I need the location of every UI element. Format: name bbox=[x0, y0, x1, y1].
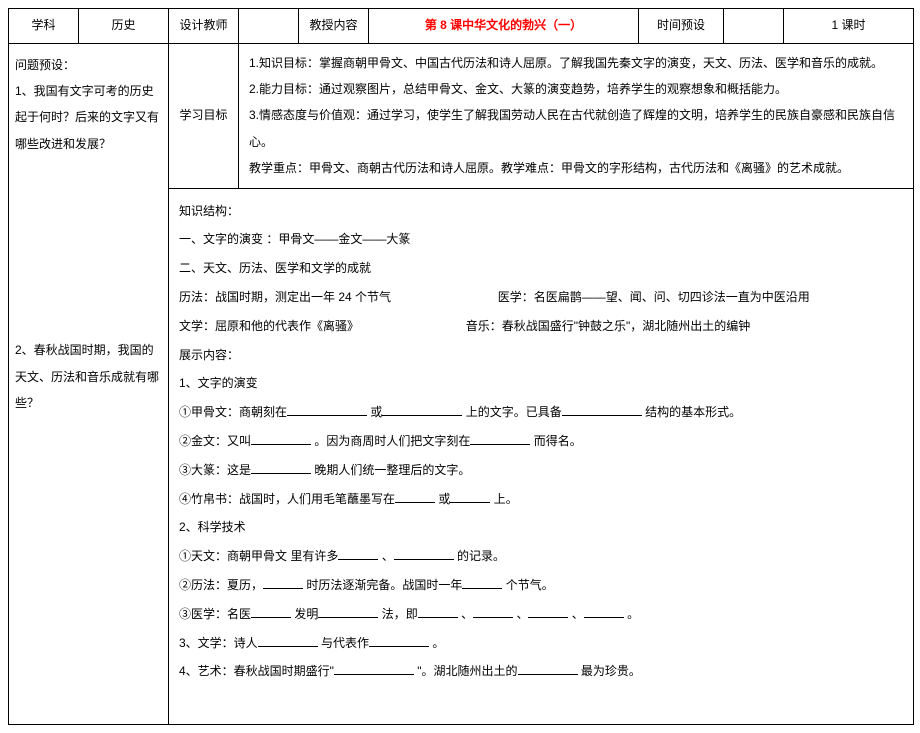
subject-label: 学科 bbox=[9, 9, 79, 44]
goal-4: 教学重点：甲骨文、商朝古代历法和诗人屈原。教学难点：甲骨文的字形结构，古代历法和… bbox=[249, 155, 903, 181]
p1-3: ③大篆：这是 晚期人们统一整理后的文字。 bbox=[179, 456, 903, 485]
p2-3c: 法，即 bbox=[382, 607, 418, 621]
p1-1d: 结构的基本形式。 bbox=[645, 405, 741, 419]
s2: 二、天文、历法、医学和文学的成就 bbox=[179, 254, 903, 283]
structure-title: 知识结构： bbox=[179, 197, 903, 226]
goal-1: 1.知识目标：掌握商朝甲骨文、中国古代历法和诗人屈原。了解我国先秦文字的演变，天… bbox=[249, 50, 903, 76]
goals-row: 问题预设： 1、我国有文字可考的历史起于何时？后来的文字又有哪些改进和发展？ 2… bbox=[9, 43, 914, 188]
q-header: 问题预设： bbox=[15, 52, 162, 78]
p1-3b: 晚期人们统一整理后的文字。 bbox=[314, 463, 470, 477]
p1-2: ②金文：又叫 。因为商周时人们把文字刻在 而得名。 bbox=[179, 427, 903, 456]
p2-2: ②历法：夏历， 时历法逐渐完备。战国时一年 个节气。 bbox=[179, 571, 903, 600]
display-title: 展示内容： bbox=[179, 341, 903, 370]
p2-2c: 个节气。 bbox=[506, 578, 554, 592]
questions-cell: 问题预设： 1、我国有文字可考的历史起于何时？后来的文字又有哪些改进和发展？ 2… bbox=[9, 43, 169, 725]
p4: 4、艺术：春秋战国时期盛行" "。湖北随州出土的 最为珍贵。 bbox=[179, 657, 903, 686]
p2-3a: ③医学：名医 bbox=[179, 607, 251, 621]
p1-2a: ②金文：又叫 bbox=[179, 434, 251, 448]
row-lit-mus: 文学：屈原和他的代表作《离骚》 音乐：春秋战国盛行"钟鼓之乐"，湖北随州出土的编… bbox=[179, 312, 903, 341]
q2: 2、春秋战国时期，我国的天文、历法和音乐成就有哪些？ bbox=[15, 337, 162, 416]
p1-2c: 而得名。 bbox=[534, 434, 582, 448]
music: 音乐：春秋战国盛行"钟鼓之乐"，湖北随州出土的编钟 bbox=[466, 319, 751, 333]
lesson-plan-table: 学科 历史 设计教师 教授内容 第 8 课中华文化的勃兴（一） 时间预设 1 课… bbox=[8, 8, 914, 725]
subject-value: 历史 bbox=[79, 9, 169, 44]
p3b: 与代表作 bbox=[321, 636, 369, 650]
duration: 1 课时 bbox=[784, 9, 914, 44]
calendar: 历法：战国时期，测定出一年 24 个节气 bbox=[179, 290, 391, 304]
teach-content-label: 教授内容 bbox=[299, 9, 369, 44]
p2-2a: ②历法：夏历， bbox=[179, 578, 263, 592]
p1-4c: 上。 bbox=[494, 492, 518, 506]
p2-3e: 、 bbox=[516, 607, 528, 621]
p1-2b: 。因为商周时人们把文字刻在 bbox=[314, 434, 470, 448]
p2-title: 2、科学技术 bbox=[179, 513, 903, 542]
p2-1b: 、 bbox=[382, 549, 394, 563]
p2-1: ①天文：商朝甲骨文 里有许多 、 的记录。 bbox=[179, 542, 903, 571]
p3c: 。 bbox=[432, 636, 444, 650]
p4b: "。湖北随州出土的 bbox=[417, 664, 517, 678]
p1-1a: ①甲骨文：商朝刻在 bbox=[179, 405, 287, 419]
goals-content: 1.知识目标：掌握商朝甲骨文、中国古代历法和诗人屈原。了解我国先秦文字的演变，天… bbox=[239, 43, 914, 188]
p3: 3、文学：诗人 与代表作 。 bbox=[179, 629, 903, 658]
p1-3a: ③大篆：这是 bbox=[179, 463, 251, 477]
p2-3: ③医学：名医 发明 法，即 、 、 、 。 bbox=[179, 600, 903, 629]
medicine: 医学：名医扁鹊——望、闻、问、切四诊法一直为中医沿用 bbox=[498, 290, 810, 304]
p2-3d: 、 bbox=[461, 607, 473, 621]
p1-4b: 或 bbox=[438, 492, 450, 506]
row-cal-med: 历法：战国时期，测定出一年 24 个节气 医学：名医扁鹊——望、闻、问、切四诊法… bbox=[179, 283, 903, 312]
designer-label: 设计教师 bbox=[169, 9, 239, 44]
time-blank bbox=[724, 9, 784, 44]
p4a: 4、艺术：春秋战国时期盛行" bbox=[179, 664, 334, 678]
main-content: 知识结构： 一、文字的演变 ：甲骨文——金文——大篆 二、天文、历法、医学和文学… bbox=[169, 188, 914, 725]
p1-1b: 或 bbox=[370, 405, 382, 419]
p1-4: ④竹帛书：战国时，人们用毛笔蘸墨写在 或 上。 bbox=[179, 485, 903, 514]
header-row: 学科 历史 设计教师 教授内容 第 8 课中华文化的勃兴（一） 时间预设 1 课… bbox=[9, 9, 914, 44]
q1: 1、我国有文字可考的历史起于何时？后来的文字又有哪些改进和发展？ bbox=[15, 78, 162, 157]
p2-3g: 。 bbox=[627, 607, 639, 621]
goal-2: 2.能力目标：通过观察图片，总结甲骨文、金文、大篆的演变趋势，培养学生的观察想象… bbox=[249, 76, 903, 102]
p4c: 最为珍贵。 bbox=[581, 664, 641, 678]
p2-3f: 、 bbox=[572, 607, 584, 621]
literature: 文学：屈原和他的代表作《离骚》 bbox=[179, 319, 359, 333]
p1-1c: 上的文字。已具备 bbox=[466, 405, 562, 419]
goal-3: 3.情感态度与价值观：通过学习，使学生了解我国劳动人民在古代就创造了辉煌的文明，… bbox=[249, 102, 903, 155]
designer-value bbox=[239, 9, 299, 44]
p2-1c: 的记录。 bbox=[457, 549, 505, 563]
p2-2b: 时历法逐渐完备。战国时一年 bbox=[306, 578, 462, 592]
lesson-title: 第 8 课中华文化的勃兴（一） bbox=[369, 9, 639, 44]
p1-1: ①甲骨文：商朝刻在 或 上的文字。已具备 结构的基本形式。 bbox=[179, 398, 903, 427]
p3a: 3、文学：诗人 bbox=[179, 636, 258, 650]
p2-3b: 发明 bbox=[294, 607, 318, 621]
p1-4a: ④竹帛书：战国时，人们用毛笔蘸墨写在 bbox=[179, 492, 395, 506]
time-label: 时间预设 bbox=[639, 9, 724, 44]
p1-title: 1、文字的演变 bbox=[179, 369, 903, 398]
s1: 一、文字的演变 ：甲骨文——金文——大篆 bbox=[179, 225, 903, 254]
p2-1a: ①天文：商朝甲骨文 里有许多 bbox=[179, 549, 338, 563]
goals-label: 学习目标 bbox=[169, 43, 239, 188]
